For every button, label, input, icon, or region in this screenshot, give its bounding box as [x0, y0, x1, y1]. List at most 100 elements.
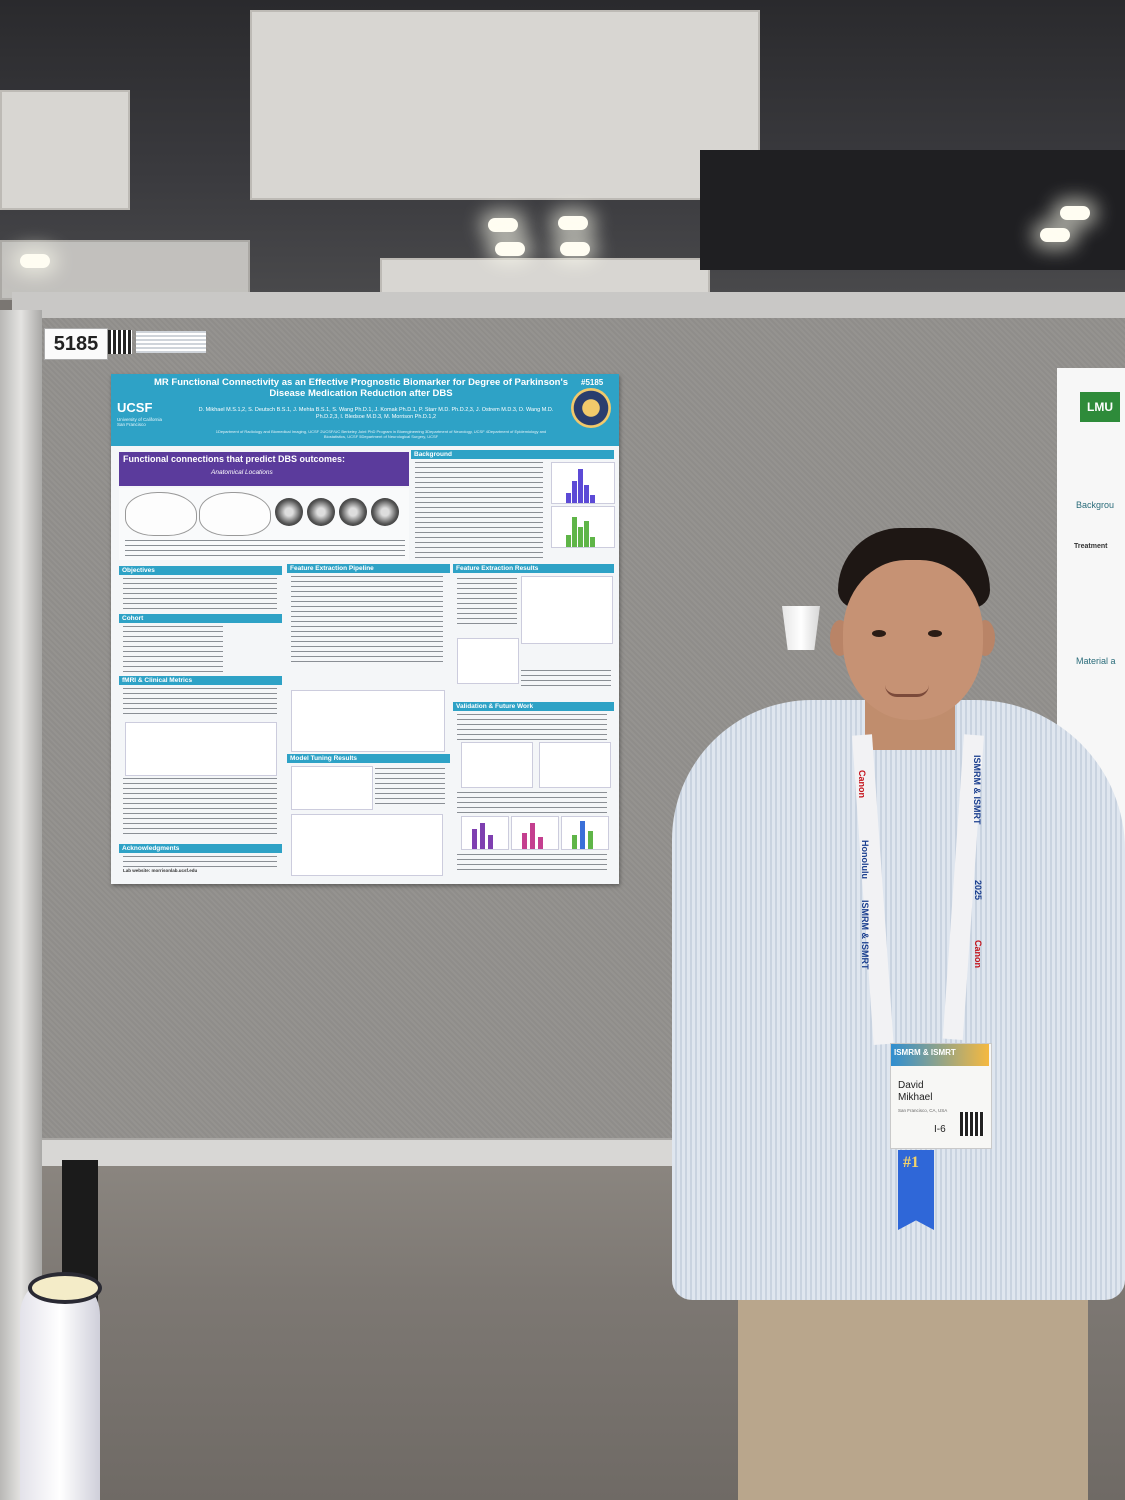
- next-steps-text: [457, 854, 607, 874]
- brain-figure: [119, 488, 409, 560]
- histogram-bar: [538, 837, 543, 849]
- badge-code: I-6: [934, 1124, 946, 1135]
- ceiling-tile: [380, 258, 710, 298]
- roc-curve-chart: [461, 742, 533, 788]
- lab-website: Lab website: morrisonlab.ucsf.edu: [123, 868, 198, 873]
- histogram-bar: [572, 835, 577, 849]
- histogram-bar: [530, 823, 535, 849]
- histogram-bar: [488, 835, 493, 849]
- findings-banner-subtitle: Anatomical Locations: [211, 469, 273, 476]
- acknowledgments-text: [123, 856, 277, 868]
- region-legend: [125, 540, 405, 558]
- roc-curve-chart: [539, 742, 611, 788]
- exploration-text: [457, 792, 607, 814]
- brain-diagram: [199, 492, 271, 536]
- section-feature-results: Feature Extraction Results: [453, 564, 614, 573]
- feature-results-text: [457, 578, 517, 628]
- poster-header: [111, 374, 619, 446]
- section-feature-pipeline: Feature Extraction Pipeline: [287, 564, 450, 573]
- ceiling-light: [1060, 206, 1090, 220]
- findings-banner: [119, 452, 409, 486]
- section-background: Background: [411, 450, 614, 459]
- histogram-bar: [572, 481, 577, 503]
- poster-id: #5185: [581, 378, 604, 387]
- findings-banner-title: Functional connections that predict DBS …: [123, 454, 346, 464]
- ceiling-tile: [0, 90, 130, 210]
- results-caption: [521, 670, 611, 686]
- histogram-bar: [584, 485, 589, 503]
- qr-caption: [136, 331, 206, 353]
- ceiling-light: [20, 254, 50, 268]
- board-number: 5185: [44, 328, 108, 360]
- lanyard-event: ISMRM & ISMRT: [860, 900, 870, 970]
- section-model-tuning: Model Tuning Results: [287, 754, 450, 763]
- research-poster: MR Functional Connectivity as an Effecti…: [111, 374, 619, 884]
- badge-first-name: David: [898, 1080, 924, 1091]
- ceiling-light: [1040, 228, 1070, 242]
- ceiling-duct: [700, 150, 1125, 270]
- ucsf-logo: UCSF: [117, 400, 153, 415]
- person-eye: [928, 630, 942, 637]
- histogram-chart: [551, 462, 615, 504]
- results-boxplot: [457, 638, 519, 684]
- adjacent-poster-heading: Backgrou: [1076, 500, 1115, 510]
- badge-brand: ISMRM & ISMRT: [894, 1048, 956, 1057]
- histogram-bar: [566, 493, 571, 503]
- lmu-logo: LMU: [1080, 392, 1120, 422]
- university-seal-icon: [571, 388, 611, 428]
- ucsf-logo-subtitle: University of California San Francisco: [117, 417, 163, 427]
- histogram-bar: [480, 823, 485, 849]
- section-acknowledgments: Acknowledgments: [119, 844, 282, 853]
- ceiling-light: [558, 216, 588, 230]
- mri-slice: [275, 498, 303, 526]
- brain-diagram: [125, 492, 197, 536]
- histogram-bar: [578, 527, 583, 547]
- histogram-bar: [588, 831, 593, 849]
- histogram-bar: [566, 535, 571, 547]
- fmri-processing-figure: [125, 722, 277, 776]
- histogram-bar: [522, 833, 527, 849]
- mri-slice: [339, 498, 367, 526]
- correlation-matrix: [521, 576, 613, 644]
- ceiling-light: [488, 218, 518, 232]
- badge-last-name: Mikhael: [898, 1092, 933, 1103]
- poster-authors: D. Mikhael M.S.1,2, S. Deutsch B.S.1, J.…: [198, 407, 554, 420]
- ceiling-light: [495, 242, 525, 256]
- ceiling-tile: [250, 10, 760, 200]
- award-ribbon-label: #1: [903, 1154, 919, 1171]
- poster-affiliations: 1Department of Radiology and Biomedical …: [215, 429, 547, 439]
- histogram-chart: [511, 816, 559, 850]
- fmri-text: [123, 688, 277, 718]
- lanyard-sponsor: Canon: [857, 770, 867, 798]
- award-ribbon: [898, 1150, 934, 1230]
- lanyard-year: 2025: [973, 880, 983, 901]
- lanyard-city: Honolulu: [860, 840, 870, 879]
- ceiling-light: [560, 242, 590, 256]
- lanyard-sponsor: Canon: [973, 940, 983, 968]
- qr-code-icon: [960, 1112, 984, 1136]
- paper-cup: [782, 606, 820, 650]
- model-tuning-text: [375, 768, 445, 804]
- histogram-bar: [572, 517, 577, 547]
- poster-title: MR Functional Connectivity as an Effecti…: [153, 377, 569, 399]
- boxplot-chart: [291, 766, 373, 810]
- histogram-bar: [578, 469, 583, 503]
- person-eye: [872, 630, 886, 637]
- adjacent-poster-treatment: Treatment: [1074, 543, 1108, 550]
- histogram-chart: [551, 506, 615, 548]
- histogram-bar: [580, 821, 585, 849]
- poster-tube-cap: [28, 1272, 102, 1304]
- histogram-bar: [590, 495, 595, 503]
- background-text: [415, 462, 543, 558]
- lanyard-event: ISMRM & ISMRT: [972, 755, 982, 825]
- section-cohort: Cohort: [119, 614, 282, 623]
- person-smile: [885, 685, 929, 697]
- mri-slice: [307, 498, 335, 526]
- pipeline-text: [291, 576, 443, 666]
- adjacent-poster-material: Material a: [1076, 656, 1116, 666]
- badge-header: [891, 1044, 989, 1066]
- histogram-bar: [472, 829, 477, 849]
- section-validation: Validation & Future Work: [453, 702, 614, 711]
- histogram-chart: [461, 816, 509, 850]
- objectives-text: [123, 578, 277, 610]
